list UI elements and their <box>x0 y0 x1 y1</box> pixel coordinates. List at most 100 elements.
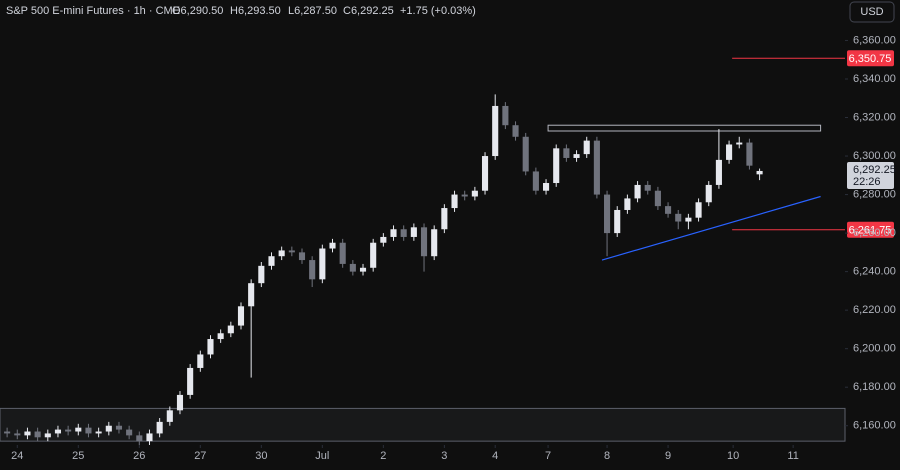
candle-body <box>136 435 143 442</box>
candle-body <box>410 227 417 237</box>
y-tick-label: 6,340.00 <box>853 73 896 85</box>
candle-body <box>14 433 21 436</box>
candle-body <box>217 333 224 340</box>
candle-body <box>176 394 184 411</box>
candle-body <box>187 367 194 395</box>
candle-body <box>705 184 712 203</box>
ohlc-open: O6,290.50 <box>172 5 223 17</box>
candle-body <box>675 213 682 222</box>
candle-body <box>522 136 529 172</box>
candle-body <box>441 208 448 230</box>
candle-body <box>726 144 733 160</box>
candle-body <box>227 325 234 334</box>
candle-body <box>4 431 11 434</box>
candle-body <box>532 171 539 191</box>
last-price-box <box>847 161 894 189</box>
candle-body <box>248 283 255 307</box>
candle-body <box>207 339 214 355</box>
x-tick-label: 10 <box>727 450 739 462</box>
last-price-label: 6,292.25 <box>853 164 896 176</box>
candle-body <box>420 227 428 257</box>
x-tick-label: 27 <box>194 450 206 462</box>
candle-body <box>349 263 356 272</box>
currency[interactable]: USD <box>860 6 883 18</box>
candle-body <box>624 198 631 210</box>
level-label: 6,350.75 <box>849 53 892 65</box>
candle-body <box>573 154 580 158</box>
candle-body <box>298 252 306 261</box>
y-tick-label: 6,200.00 <box>853 343 896 355</box>
candle-body <box>451 194 458 209</box>
candle-body <box>736 142 743 145</box>
y-tick-label: 6,280.00 <box>853 188 896 200</box>
candle-body <box>665 206 672 214</box>
y-tick-label: 6,260.00 <box>853 227 896 239</box>
candle-body <box>512 125 519 137</box>
currency-button[interactable] <box>849 1 895 23</box>
candle-body <box>461 194 468 197</box>
candle-body <box>105 425 112 432</box>
y-tick-label: 6,300.00 <box>853 150 896 162</box>
y-tick-label: 6,320.00 <box>853 111 896 123</box>
x-tick-label: 11 <box>787 450 798 462</box>
resistance-zone <box>547 124 822 132</box>
ohlc-low: L6,287.50 <box>288 5 337 17</box>
level-label-box <box>847 221 894 238</box>
ohlc-high: H6,293.50 <box>230 5 281 17</box>
candle-body <box>156 421 163 434</box>
candle-body <box>553 148 560 184</box>
candle-body <box>75 427 82 432</box>
x-tick-label: 4 <box>492 450 498 462</box>
candle-body <box>258 265 265 284</box>
y-tick-label: 6,240.00 <box>853 266 896 278</box>
candle-body <box>502 105 509 126</box>
x-tick-label: Jul <box>315 450 329 462</box>
candle-body <box>756 170 763 175</box>
symbol: S&P 500 E-mini Futures · 1h · CME <box>6 5 180 17</box>
y-tick-label: 6,220.00 <box>853 304 896 316</box>
x-tick-label: 26 <box>133 450 145 462</box>
candle-body <box>715 159 722 185</box>
candle-body <box>359 267 367 272</box>
countdown: 22:26 <box>853 176 881 188</box>
support-zone <box>0 407 846 442</box>
level-label-box <box>847 50 894 67</box>
y-tick-label: 6,360.00 <box>853 34 896 46</box>
y-tick-label: 6,180.00 <box>853 381 896 393</box>
candle-body <box>85 427 92 434</box>
candle-body <box>339 242 346 264</box>
candle-body <box>197 354 204 368</box>
candle-body <box>95 431 102 434</box>
candle-body <box>604 194 611 234</box>
support-zone-fill <box>0 408 845 442</box>
candle-body <box>65 429 72 432</box>
candle-body <box>166 410 173 422</box>
candle-body <box>370 242 377 268</box>
x-tick-label: 30 <box>255 450 267 462</box>
candle-body <box>644 184 651 191</box>
candle-body <box>44 433 51 438</box>
candle-body <box>126 429 133 436</box>
x-tick-label: 25 <box>72 450 84 462</box>
candle-body <box>431 229 438 257</box>
candle-body <box>309 260 316 280</box>
candle-body <box>400 229 407 237</box>
change: +1.75 (+0.03%) <box>400 5 476 17</box>
y-tick-label: 6,160.00 <box>853 420 896 432</box>
candle-body <box>746 142 753 166</box>
candle-body <box>319 248 326 280</box>
candle-body <box>268 256 275 266</box>
candle-body <box>593 140 600 195</box>
x-tick-label: 7 <box>545 450 551 462</box>
candle-body <box>24 431 31 436</box>
ohlc-close: C6,292.25 <box>343 5 394 17</box>
candle-body <box>146 433 153 442</box>
candle-body <box>237 306 245 326</box>
x-tick-label: 9 <box>665 450 671 462</box>
candle-body <box>695 202 702 218</box>
level-label: 6,261.75 <box>849 225 892 237</box>
candle-body <box>278 250 285 257</box>
